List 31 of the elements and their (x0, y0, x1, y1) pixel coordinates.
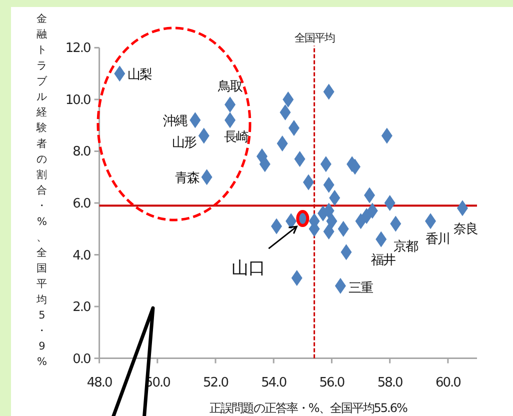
y-tick-label: 12.0 (65, 41, 92, 56)
ref-line: 全国平均 (294, 32, 334, 358)
annotation: 三重 (348, 280, 374, 296)
annotation: 福井 (371, 253, 396, 268)
annotation: 長崎 (224, 130, 250, 146)
annotation: 山形 (172, 136, 197, 151)
annotation: 青森 (174, 171, 200, 186)
annotation: 山口 (232, 258, 266, 279)
annotation: 沖縄 (163, 114, 188, 130)
y-tick-label: 2.0 (72, 300, 92, 316)
point (294, 151, 306, 167)
y-tick-label: 10.0 (65, 92, 92, 108)
x-tick-label: 54.0 (261, 375, 287, 390)
y-tick-label: 6.0 (72, 196, 92, 212)
annotation: 奈良 (453, 222, 478, 238)
x-tick-label: 58.0 (377, 375, 404, 390)
x-tick-label: 60.0 (435, 375, 462, 390)
y-tick-label: 8.0 (72, 144, 92, 160)
annotation: 香川 (426, 232, 450, 248)
x-tick-label: 48.0 (86, 375, 112, 390)
x-tick-label: 56.0 (319, 375, 345, 390)
annotation: 鳥取 (217, 80, 244, 95)
y-tick-label: 4.0 (72, 248, 92, 264)
point (384, 195, 396, 211)
ref-line-label: 全国平均 (294, 32, 336, 45)
annotation: 京都 (394, 240, 419, 255)
annotation: 山梨 (128, 68, 153, 83)
y-axis-title: 金融トラブル経験者の割合・%、全国平均5・9% (36, 13, 48, 368)
y-tick-label: 0.0 (72, 352, 92, 367)
x-axis-title: 正誤問題の正答率・%、全国平均55.6% (209, 401, 408, 415)
x-tick-label: 52.0 (203, 375, 229, 390)
